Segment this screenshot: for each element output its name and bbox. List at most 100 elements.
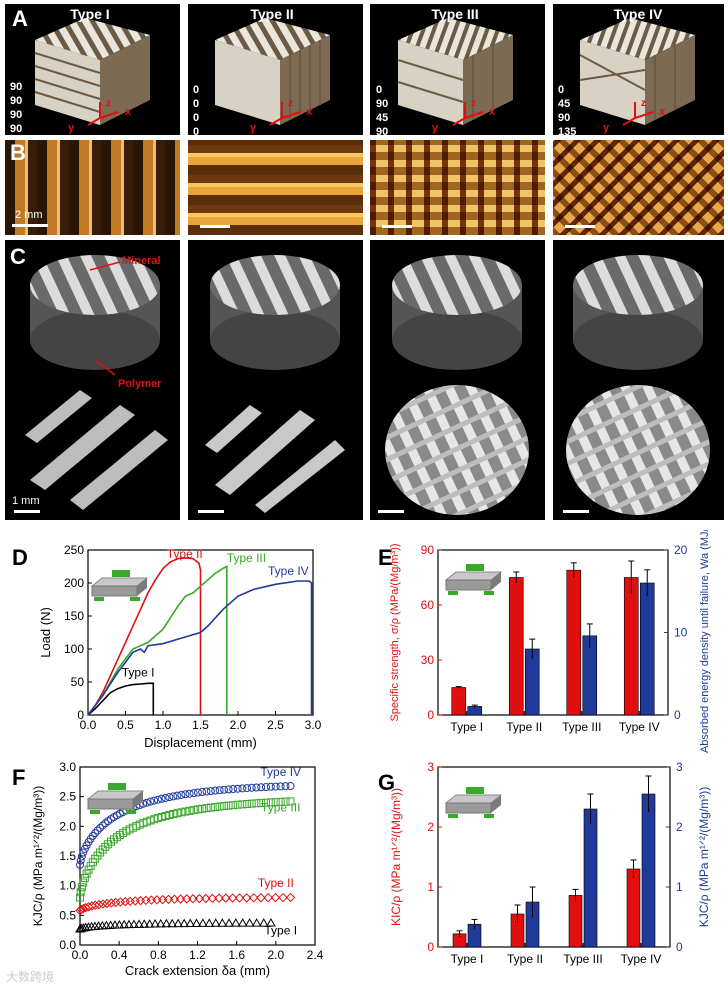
chart-f-ylabel: KJC/ρ (MPa m¹ᐟ²/(Mg/m³)) (31, 786, 45, 927)
chart-f-point-diamond (270, 892, 281, 903)
chart-f-point-triangle (237, 918, 248, 927)
chart-e-icon-support-right (484, 591, 494, 595)
chart-g-ytick-label: 2 (427, 820, 434, 834)
chart-f-point-diamond (207, 893, 218, 904)
chart-d-series-label-4: Type IV (268, 564, 309, 578)
chart-d-series-line-1 (87, 682, 155, 716)
chart-f-point-triangle (101, 920, 112, 930)
chart-f-point-diamond (135, 895, 146, 906)
chart-f-point-circle (177, 790, 186, 799)
chart-e-icon-beam-side (491, 572, 501, 590)
chart-g-icon-support-right (484, 814, 494, 818)
photo-type4 (553, 140, 724, 235)
chart-d-icon-beam-side (137, 578, 147, 596)
chart-f-point-square (206, 803, 215, 812)
chart-g-frame (437, 766, 671, 948)
chart-g-fracture-toughness: 0 1 2 3 0 1 2 3 KIC/ρ (MPa m¹ᐟ²/(Mg/m³)) KJC/ρ (M… (389, 760, 711, 966)
chart-f-icon-support-left (90, 810, 100, 814)
chart-f-point-circle (161, 793, 170, 802)
axis-label-x2: x (306, 106, 313, 118)
chart-f-point-diamond (146, 895, 157, 905)
axis-label-z2: z (288, 98, 293, 109)
chart-f-icon-loader (108, 783, 126, 790)
chart-d-xtick-label: 3.0 (305, 718, 322, 732)
chart-f-point-circle (198, 788, 207, 797)
photo-type2 (188, 140, 363, 235)
chart-e-ylabel: Specific strength, σ/ρ (MPa/(Mg/m³)) (389, 543, 401, 721)
chart-g-ytick-label: 3 (427, 760, 434, 774)
chart-f-point-diamond (221, 893, 231, 903)
axis-label-y1: y (68, 122, 75, 134)
chart-f-point-diamond (249, 893, 259, 903)
chart-f-point-diamond (201, 893, 211, 904)
chart-d-icon-support-left (94, 597, 104, 601)
chart-f-point-square (77, 883, 86, 892)
chart-f-point-triangle (258, 918, 269, 927)
chart-d-xtick-label: 1.5 (192, 718, 209, 732)
chart-d-series-label-3: Type III (227, 551, 266, 565)
chart-f-point-square (257, 798, 266, 807)
chart-f-point-circle (150, 796, 159, 805)
chart-f-point-square (281, 797, 290, 806)
ct-mineral-type1 (25, 390, 168, 510)
chart-f-point-diamond (263, 892, 273, 903)
chart-f-point-diamond (76, 904, 86, 915)
chart-f-point-triangle (119, 919, 130, 929)
cube-type4 (579, 18, 695, 125)
chart-f-point-square (173, 809, 182, 818)
chart-g-bar (626, 868, 641, 948)
chart-f-point-square (224, 801, 233, 810)
chart-d-xtick-label: 0.5 (117, 718, 134, 732)
chart-f-point-circle (98, 821, 107, 830)
chart-f-point-circle (146, 797, 155, 806)
panel-label-f: F (12, 765, 26, 790)
type-heading-2: Type II (250, 6, 294, 22)
chart-d-series-line-3 (87, 565, 228, 716)
chart-f-point-diamond (94, 899, 104, 910)
scale-bar-b (12, 224, 48, 227)
chart-d-xtick-label: 1.0 (155, 718, 172, 732)
chart-f-point-triangle (179, 918, 190, 928)
chart-f-point-triangle (144, 919, 155, 928)
chart-f-icon-beam-side (133, 791, 143, 809)
chart-e-bar (508, 577, 524, 716)
chart-f-point-triangle (217, 918, 228, 927)
photo-type1 (5, 140, 180, 235)
chart-f-point-triangle (197, 918, 208, 927)
chart-f-point-diamond (90, 900, 101, 911)
chart-f-point-diamond (214, 893, 224, 903)
chart-g-icon-support-left (448, 814, 458, 818)
chart-g-category-label: Type IV (621, 952, 662, 966)
panel-label-a: A (12, 6, 28, 31)
axis-label-y2: y (250, 122, 257, 134)
chart-e-right-ytick-label: 10 (674, 626, 688, 640)
chart-f-icon-support-right (126, 810, 136, 814)
scale-bar-c2 (198, 510, 224, 513)
chart-f-point-triangle (167, 918, 178, 928)
chart-f-point-triangle (150, 918, 160, 928)
chart-f-point-square (98, 845, 107, 854)
chart-f-point-circle (286, 781, 295, 790)
scale-label-c: 1 mm (12, 495, 40, 507)
chart-f-point-circle (139, 799, 148, 808)
chart-f-point-triangle (204, 918, 215, 927)
chart-f-point-square (261, 798, 270, 807)
chart-d-xtick-label: 0.0 (80, 718, 97, 732)
chart-f-point-diamond (78, 903, 88, 914)
ct-cylinder-type4 (573, 255, 703, 370)
chart-f-point-square (220, 802, 229, 811)
chart-f-point-diamond (285, 892, 296, 903)
chart-g-category-label: Type I (451, 952, 484, 966)
chart-f-point-triangle (173, 918, 183, 928)
chart-f-point-square (106, 837, 115, 846)
chart-f-point-circle (211, 786, 220, 795)
chart-g-right-ytick-label: 2 (676, 820, 683, 834)
chart-f-point-square (82, 869, 91, 878)
chart-f-point-square (252, 799, 261, 808)
chart-f-point-square (202, 804, 211, 813)
chart-f-point-diamond (111, 897, 121, 908)
chart-f-point-square (211, 803, 220, 812)
chart-f-point-diamond (106, 898, 117, 908)
lattice-illustrations (34, 18, 695, 126)
chart-f-point-diamond (278, 892, 288, 903)
